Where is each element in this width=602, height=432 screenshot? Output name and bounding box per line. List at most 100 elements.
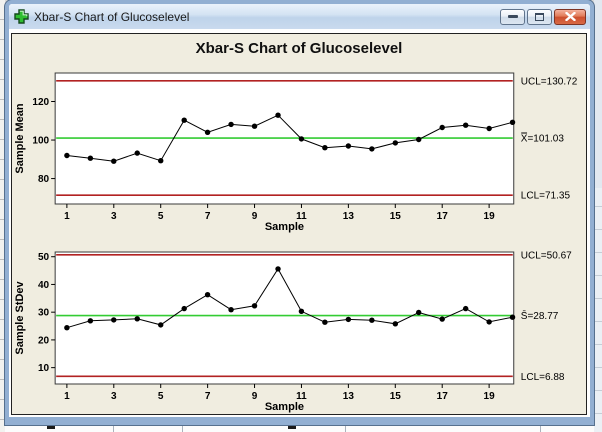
x-tick-label: 7 (205, 211, 211, 222)
y-tick-label: 40 (38, 280, 50, 291)
minitab-graph-plus-icon (14, 9, 29, 24)
x-tick-label: 5 (158, 391, 164, 402)
xbar-chart-data-point[interactable] (369, 146, 375, 152)
xbar-chart-data-point[interactable] (158, 158, 164, 164)
s-chart-data-point[interactable] (87, 318, 94, 324)
background-window-left-edge (0, 0, 5, 432)
xbar-chart-data-point[interactable] (251, 123, 258, 129)
s-chart-data-point[interactable] (345, 316, 352, 323)
worksheet-gridline (345, 425, 346, 432)
xbar-chart-data-point[interactable] (392, 140, 399, 146)
xbar-chart-data-point[interactable] (87, 155, 94, 161)
y-tick-label: 80 (38, 174, 50, 185)
s-chart-data-point[interactable] (509, 314, 516, 320)
s-chart-x-axis-title: Sample (265, 401, 304, 413)
x-tick-label: 1 (64, 391, 70, 402)
y-tick-label: 20 (38, 335, 50, 346)
xbar-chart-data-point[interactable] (228, 121, 234, 128)
chart-title: Xbar-S Chart of Glucoselevel (195, 40, 403, 57)
x-tick-label: 17 (437, 211, 449, 222)
xbar-chart-data-point[interactable] (204, 129, 211, 135)
s-chart-data-point[interactable] (275, 266, 281, 272)
x-tick-label: 13 (343, 211, 355, 222)
x-tick-label: 19 (484, 391, 496, 402)
s-chart-data-point[interactable] (228, 307, 234, 313)
x-tick-label: 17 (437, 391, 449, 402)
s-chart-data-point[interactable] (64, 325, 70, 331)
x-tick-label: 13 (343, 391, 355, 402)
xbar-chart-data-point[interactable] (298, 136, 305, 142)
xbar-chart-data-point[interactable] (439, 124, 445, 131)
s-chart-data-point[interactable] (134, 316, 140, 322)
x-tick-label: 11 (296, 211, 307, 222)
x-tick-label: 15 (390, 211, 402, 222)
restore-icon (535, 12, 544, 21)
xbar-chart-ucl-label: UCL=130.72 (521, 76, 578, 87)
s-chart-data-point[interactable] (298, 308, 305, 314)
x-tick-label: 3 (111, 211, 117, 222)
s-chart-data-point[interactable] (251, 303, 258, 309)
s-chart-data-point[interactable] (416, 309, 422, 316)
x-tick-label: 15 (390, 391, 402, 402)
graph-region: Xbar-S Chart of Glucoselevel UCL=130.72 X… (11, 33, 587, 415)
s-chart-data-point[interactable] (462, 305, 469, 312)
window-client-area: Xbar-S Chart of Glucoselevel UCL=130.72 X… (9, 29, 590, 417)
x-tick-label: 19 (484, 211, 496, 222)
s-chart-data-point[interactable] (392, 321, 399, 327)
s-chart-data-point[interactable] (369, 317, 375, 323)
xbar-chart-data-point[interactable] (509, 119, 516, 126)
xbar-chart-data-point[interactable] (345, 143, 352, 149)
xbar-chart-data-point[interactable] (462, 122, 469, 128)
x-tick-label: 11 (296, 391, 307, 402)
s-chart-data-point[interactable] (322, 319, 328, 325)
xbar-chart-center-label: X̿=101.03 (521, 132, 565, 145)
titlebar[interactable]: Xbar-S Chart of Glucoselevel (9, 4, 590, 30)
graph-window: Xbar-S Chart of Glucoselevel Xbar-S Char… (5, 0, 594, 425)
xbar-chart-data-point[interactable] (134, 150, 140, 156)
xbar-chart-data-point[interactable] (111, 158, 117, 164)
worksheet-gridline (113, 425, 114, 432)
y-tick-label: 100 (32, 136, 49, 147)
close-icon (564, 12, 576, 21)
background-worksheet-bottom-edge (5, 424, 594, 432)
x-tick-label: 7 (205, 391, 211, 402)
background-text-fragment (47, 426, 55, 429)
s-chart-series-line (66, 267, 513, 329)
s-chart-data-point[interactable] (204, 292, 211, 298)
background-text-fragment (288, 426, 296, 429)
worksheet-gridline (182, 425, 183, 432)
minimize-icon (507, 15, 518, 18)
s-chart-data-point[interactable] (158, 322, 164, 328)
window-controls (500, 8, 586, 25)
xbar-chart-data-point[interactable] (275, 112, 281, 118)
xbar-chart-y-axis-title: Sample Mean (14, 103, 26, 173)
s-chart-y-axis-title: Sample StDev (14, 281, 26, 355)
xbar-chart-data-point[interactable] (486, 125, 492, 132)
window-title: Xbar-S Chart of Glucoselevel (34, 9, 190, 24)
xbar-chart-lcl-label: LCL=71.35 (521, 191, 571, 202)
background-worksheet-right-edge (594, 0, 602, 432)
restore-button[interactable] (527, 8, 552, 25)
close-button[interactable] (554, 8, 586, 25)
s-chart-lcl-label: LCL=6.88 (521, 372, 565, 383)
s-chart-data-point[interactable] (111, 317, 117, 323)
y-tick-label: 10 (38, 363, 50, 374)
s-chart-data-point[interactable] (181, 305, 187, 312)
s-chart-ucl-label: UCL=50.67 (521, 250, 572, 261)
xbar-chart-data-point[interactable] (64, 152, 70, 159)
xbar-chart-data-point[interactable] (181, 117, 187, 123)
xbar-chart-data-point[interactable] (416, 136, 422, 143)
y-tick-label: 120 (32, 97, 49, 108)
minimize-button[interactable] (500, 8, 525, 25)
s-chart-data-point[interactable] (486, 319, 492, 325)
y-tick-label: 30 (38, 308, 50, 319)
xbar-chart-data-point[interactable] (322, 145, 328, 151)
s-chart-data-point[interactable] (439, 316, 445, 322)
xbar-chart-series-line (66, 114, 513, 162)
worksheet-gridline (540, 425, 541, 432)
x-tick-label: 3 (111, 391, 117, 402)
s-chart-center-label: S̄=28.77 (521, 310, 559, 322)
x-tick-label: 1 (64, 211, 70, 222)
